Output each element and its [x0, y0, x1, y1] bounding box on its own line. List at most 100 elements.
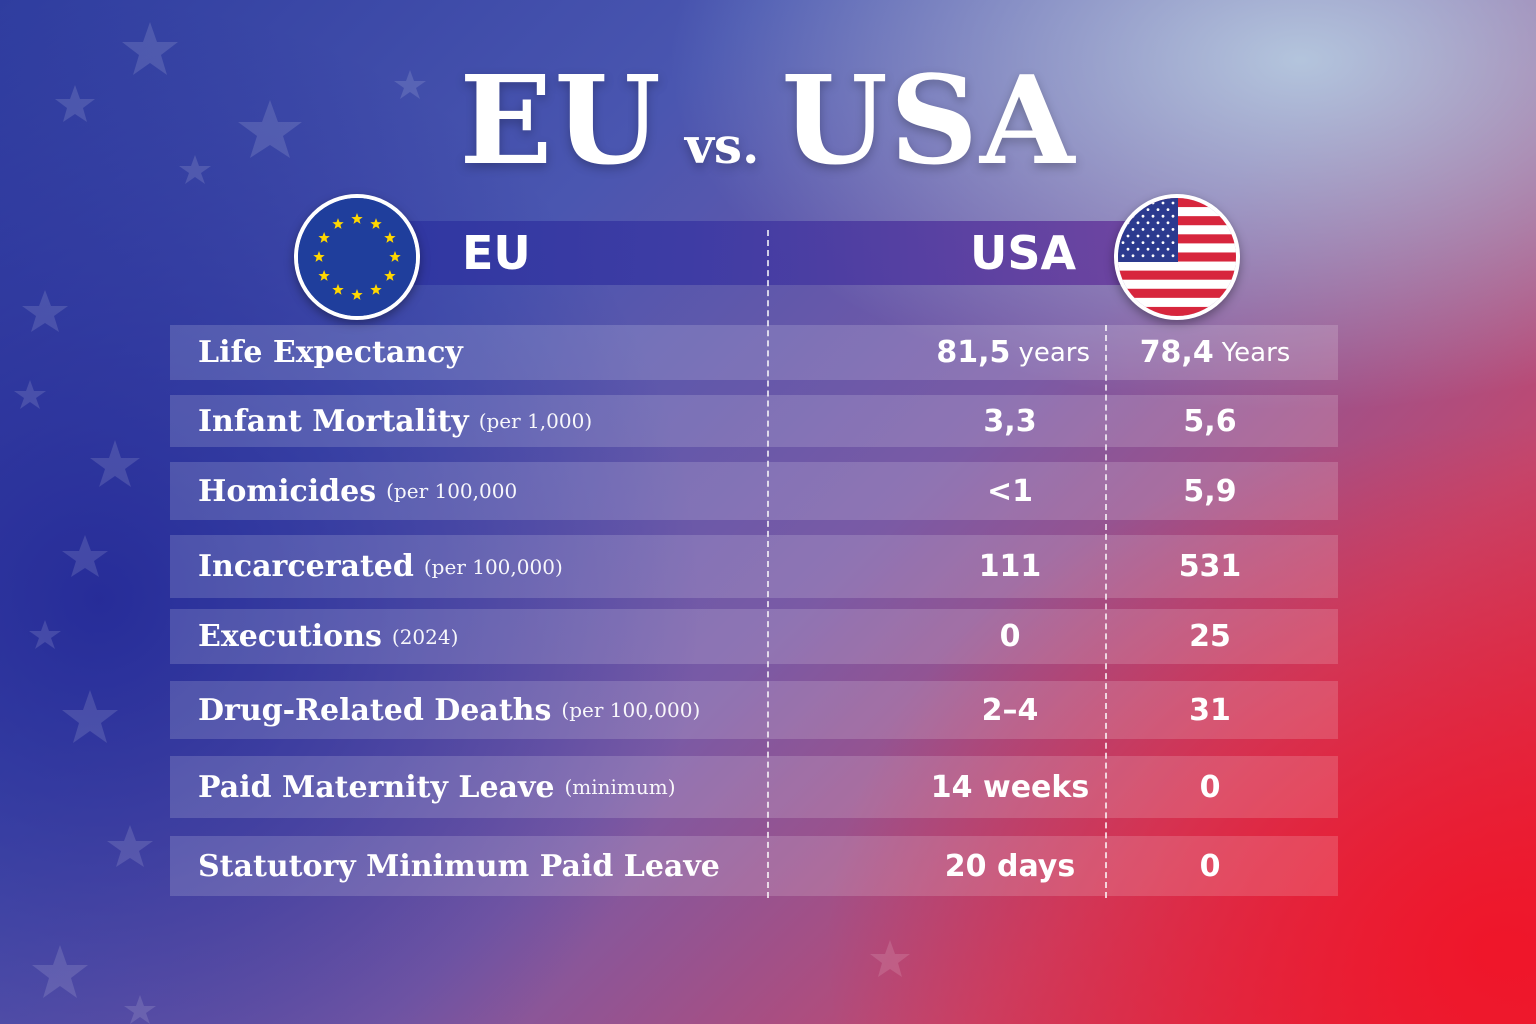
eu-value-number: 2–4	[981, 692, 1039, 728]
us-flag-icon	[1114, 194, 1240, 320]
us-flag-star	[1131, 228, 1135, 231]
us-flag-star	[1131, 214, 1135, 218]
eu-flag-star	[318, 232, 330, 243]
us-flag-star	[1141, 214, 1145, 218]
page-title: EU vs. USA	[0, 48, 1536, 192]
usa-value-number: 25	[1189, 619, 1231, 654]
us-flag-star	[1166, 208, 1170, 211]
eu-flag-star	[389, 251, 401, 262]
metric-name: Statutory Minimum Paid Leave	[198, 848, 720, 884]
row-label: Drug-Related Deaths (per 100,000)	[198, 681, 700, 739]
row-label: Infant Mortality (per 1,000)	[198, 395, 592, 447]
usa-value: 0	[1110, 756, 1310, 818]
usa-value-number: 0	[1199, 769, 1221, 805]
eu-flag-star	[351, 289, 363, 300]
eu-value: 0	[930, 609, 1090, 664]
eu-value: 81,5 years	[930, 325, 1090, 380]
metric-name: Paid Maternity Leave	[198, 769, 555, 805]
us-flag-stripe	[1118, 270, 1236, 280]
usa-value-number: 0	[1199, 848, 1221, 884]
row-label: Executions (2024)	[198, 609, 458, 664]
value-divider	[1105, 325, 1107, 898]
metric-note: (per 100,000)	[423, 554, 563, 579]
row-label: Life Expectancy	[198, 325, 463, 380]
usa-value: 78,4 Years	[1115, 325, 1315, 380]
us-flag-star	[1141, 228, 1145, 231]
us-flag-star	[1136, 208, 1140, 211]
metric-note: (minimum)	[564, 775, 676, 799]
us-flag-star	[1156, 247, 1160, 251]
row-label: Homicides (per 100,000	[198, 462, 517, 520]
us-flag-star	[1146, 247, 1150, 251]
us-flag-star	[1161, 241, 1165, 244]
us-flag-star	[1146, 234, 1150, 238]
eu-flag-star	[384, 232, 396, 243]
us-flag-star	[1171, 228, 1175, 231]
us-flag-star	[1136, 234, 1140, 238]
table-row: Statutory Minimum Paid Leave 20 days 0	[170, 836, 1338, 896]
table-row: Incarcerated (per 100,000) 111 531	[170, 535, 1338, 598]
eu-value-number: 3,3	[983, 403, 1037, 439]
usa-column-header: USA	[970, 226, 1077, 280]
us-flag-star	[1171, 214, 1175, 218]
eu-value: 14 weeks	[930, 756, 1090, 818]
eu-column-header: EU	[462, 226, 531, 280]
usa-value-number: 5,6	[1183, 403, 1237, 439]
usa-value-number: 531	[1178, 549, 1242, 584]
table-row: Infant Mortality (per 1,000) 3,3 5,6	[170, 395, 1338, 447]
metric-name: Executions	[198, 619, 382, 654]
us-flag-star	[1166, 247, 1170, 251]
us-flag-star	[1166, 221, 1170, 225]
eu-flag-star	[332, 283, 344, 295]
column-header-band	[330, 221, 1130, 285]
metric-note: (per 1,000)	[478, 409, 593, 433]
metric-name: Life Expectancy	[198, 335, 463, 370]
eu-value-number: 14 weeks	[930, 769, 1090, 805]
metric-note: (per 100,000	[386, 479, 518, 503]
eu-value: 2–4	[930, 681, 1090, 739]
eu-value-number: 0	[999, 619, 1021, 654]
row-label: Incarcerated (per 100,000)	[198, 535, 563, 598]
us-flag-star	[1161, 254, 1165, 258]
us-flag-star	[1161, 228, 1165, 231]
usa-value: 5,6	[1110, 395, 1310, 447]
us-flag-star	[1156, 221, 1160, 225]
eu-flag-star	[332, 218, 344, 229]
eu-flag-star	[351, 213, 363, 224]
eu-flag-star	[370, 283, 382, 295]
eu-flag-star	[318, 270, 330, 281]
us-flag-star	[1146, 221, 1150, 225]
eu-flag-star	[370, 218, 382, 229]
eu-flag-star	[384, 270, 396, 281]
metric-name: Incarcerated	[198, 549, 414, 584]
title-eu: EU	[459, 48, 663, 192]
eu-value-number: <1	[986, 473, 1033, 509]
usa-value-number: 78,4	[1139, 335, 1214, 370]
us-flag-star	[1171, 241, 1175, 244]
us-flag-star	[1161, 214, 1165, 218]
row-label: Statutory Minimum Paid Leave	[198, 836, 720, 896]
eu-value-number: 81,5	[936, 335, 1011, 370]
metric-note: (2024)	[391, 624, 459, 649]
us-flag-star	[1151, 214, 1155, 218]
column-divider	[767, 230, 769, 898]
usa-value-number: 5,9	[1183, 473, 1237, 509]
metric-note: (per 100,000)	[561, 698, 701, 722]
eu-value: 111	[930, 535, 1090, 598]
us-flag-star	[1136, 221, 1140, 225]
usa-value: 5,9	[1110, 462, 1310, 520]
us-flag-star	[1121, 241, 1125, 244]
usa-value: 0	[1110, 836, 1310, 896]
us-flag-stripe	[1118, 306, 1236, 316]
eu-flag-icon	[294, 194, 420, 320]
metric-name: Infant Mortality	[198, 403, 469, 439]
usa-value: 531	[1110, 535, 1310, 598]
eu-value-unit: years	[1018, 337, 1090, 368]
us-flag-star	[1126, 221, 1130, 225]
us-flag-star	[1151, 228, 1155, 231]
us-flag-star	[1121, 254, 1125, 258]
usa-value-unit: Years	[1221, 337, 1291, 368]
table-row: Drug-Related Deaths (per 100,000) 2–4 31	[170, 681, 1338, 739]
eu-value-number: 20 days	[944, 848, 1076, 884]
